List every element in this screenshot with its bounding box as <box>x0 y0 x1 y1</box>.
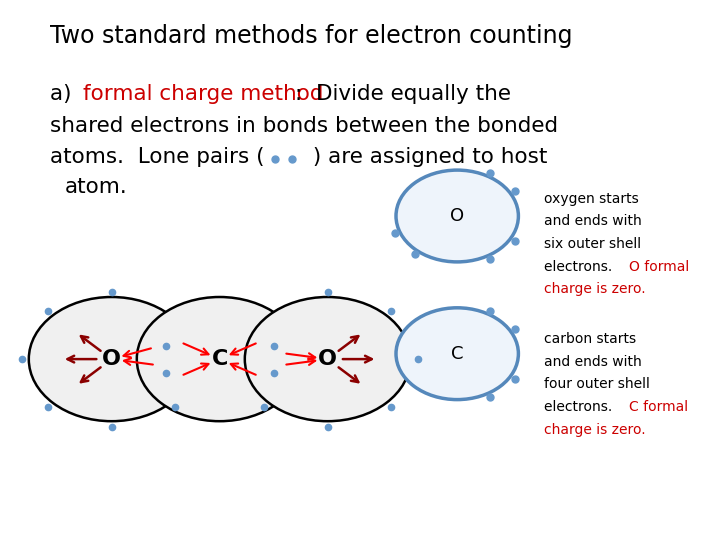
Text: :  Divide equally the: : Divide equally the <box>295 84 511 104</box>
Circle shape <box>396 170 518 262</box>
Text: electrons.: electrons. <box>544 400 616 414</box>
Text: C: C <box>451 345 464 363</box>
Text: six outer shell: six outer shell <box>544 237 641 251</box>
Circle shape <box>245 297 410 421</box>
Text: O formal: O formal <box>629 260 689 274</box>
Text: C: C <box>212 349 228 369</box>
Circle shape <box>137 297 302 421</box>
Text: C formal: C formal <box>629 400 688 414</box>
Text: and ends with: and ends with <box>544 214 642 228</box>
Text: atoms.  Lone pairs (: atoms. Lone pairs ( <box>50 147 271 167</box>
Text: and ends with: and ends with <box>544 355 642 369</box>
Text: O: O <box>318 349 337 369</box>
Text: a): a) <box>50 84 78 104</box>
Text: electrons.: electrons. <box>544 260 616 274</box>
Text: oxygen starts: oxygen starts <box>544 192 639 206</box>
Text: four outer shell: four outer shell <box>544 377 649 392</box>
Text: Two standard methods for electron counting: Two standard methods for electron counti… <box>50 24 573 48</box>
Text: O: O <box>450 207 464 225</box>
Text: charge is zero.: charge is zero. <box>544 423 645 437</box>
Circle shape <box>29 297 194 421</box>
Text: atom.: atom. <box>65 177 127 197</box>
Text: O: O <box>102 349 121 369</box>
Text: charge is zero.: charge is zero. <box>544 282 645 296</box>
Text: ) are assigned to host: ) are assigned to host <box>306 147 547 167</box>
Text: shared electrons in bonds between the bonded: shared electrons in bonds between the bo… <box>50 116 559 136</box>
Text: formal charge method: formal charge method <box>83 84 323 104</box>
Text: carbon starts: carbon starts <box>544 332 636 346</box>
Circle shape <box>396 308 518 400</box>
